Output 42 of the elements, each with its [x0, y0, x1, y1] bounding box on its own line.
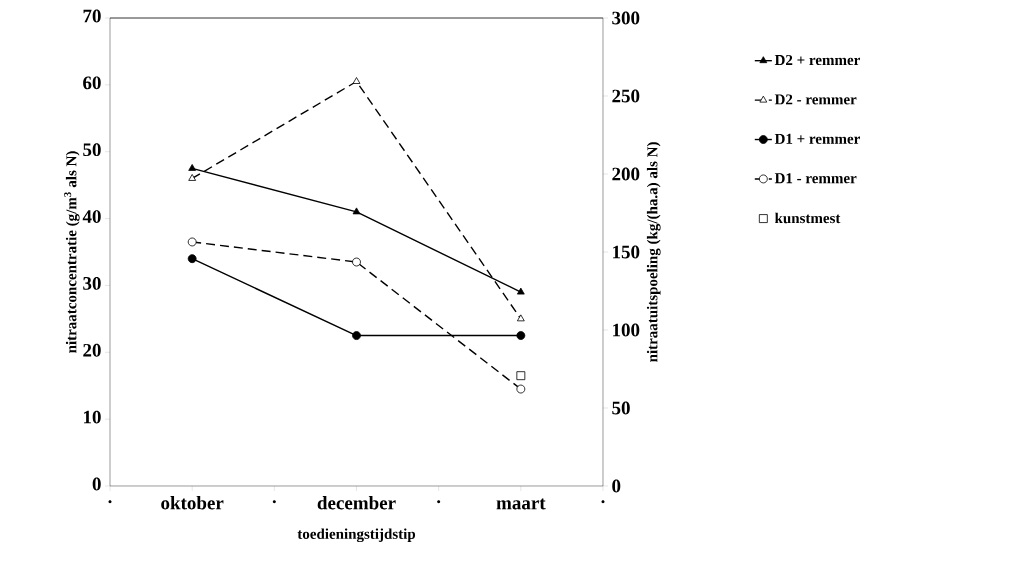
- y-tick-label: 10: [84, 410, 101, 424]
- point: [188, 164, 197, 171]
- x-tick-label: maart: [496, 498, 546, 510]
- legend-label: D1 - remmer: [774, 173, 857, 184]
- y2-tick-label: 300: [612, 11, 640, 25]
- point: [352, 77, 361, 84]
- point: [516, 314, 525, 322]
- point: [188, 174, 197, 181]
- text: .: [108, 500, 112, 504]
- y-tick-label: 20: [83, 343, 101, 357]
- x-tick-label: oktober: [161, 496, 224, 510]
- legend-label: D2 - remmer: [774, 94, 857, 105]
- y-tick-label: 60: [83, 76, 101, 90]
- text: .: [272, 500, 276, 504]
- y-tick-label: 50: [83, 143, 101, 157]
- y2-tick-label: 0: [612, 479, 621, 493]
- y-tick-label: 70: [83, 9, 101, 23]
- point: [516, 287, 525, 295]
- text: .: [601, 500, 605, 504]
- point: [516, 331, 526, 340]
- x-tick-label: december: [317, 496, 396, 510]
- y2-axis-title: nitraatuitspoeling (kg/(ha.a) als N): [646, 142, 661, 362]
- legend-label: D1 + remmer: [774, 133, 860, 144]
- point: [187, 254, 197, 264]
- y-tick-label: 0: [92, 477, 101, 491]
- y2-tick-label: 100: [613, 323, 640, 337]
- y2-tick-label: 50: [612, 401, 630, 415]
- y-tick-label: 30: [83, 277, 101, 290]
- point: [352, 257, 361, 267]
- y2-tick-label: 200: [612, 167, 640, 181]
- y2-tick-label: 150: [613, 245, 640, 259]
- text: .: [437, 500, 441, 504]
- point: [352, 331, 361, 340]
- point: [516, 384, 526, 394]
- legend-label: D2 + remmer: [774, 54, 860, 66]
- y-tick-label: 40: [82, 210, 101, 223]
- point: [352, 207, 361, 215]
- legend-label: kunstmest: [774, 212, 841, 224]
- y-axis-title: nitraatconcentratie (g/m$^{3}$ als N): [64, 151, 80, 353]
- point: [187, 237, 197, 247]
- y2-tick-label: 250: [612, 89, 640, 103]
- x-axis-title: toedieningstijdstip: [297, 528, 416, 543]
